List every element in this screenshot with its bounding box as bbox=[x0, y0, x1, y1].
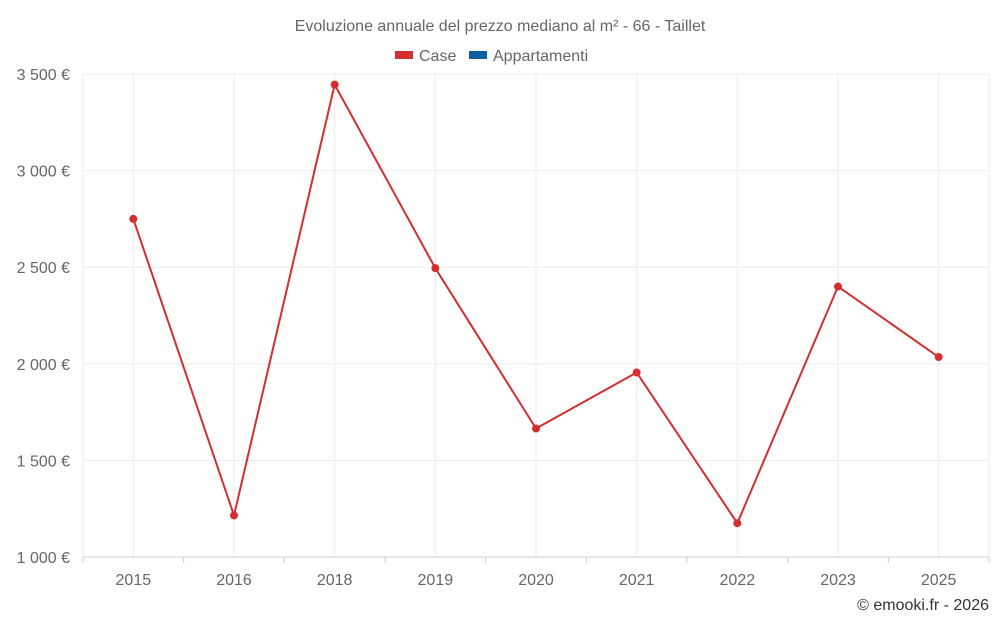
y-tick-label: 1 000 € bbox=[17, 550, 70, 567]
data-point-case[interactable] bbox=[129, 214, 138, 223]
legend-label-appartamenti: Appartamenti bbox=[493, 48, 588, 65]
data-point-case[interactable] bbox=[431, 264, 440, 273]
x-tick-label: 2019 bbox=[418, 572, 454, 589]
data-point-case[interactable] bbox=[532, 424, 540, 433]
data-point-case[interactable] bbox=[632, 368, 641, 377]
legend: Case Appartamenti bbox=[395, 48, 588, 65]
y-tick-label: 3 000 € bbox=[17, 164, 70, 181]
x-tick-label: 2022 bbox=[720, 572, 756, 589]
x-tick-label: 2015 bbox=[116, 572, 152, 589]
legend-swatch-appartamenti bbox=[469, 51, 487, 59]
chart-title: Evoluzione annuale del prezzo mediano al… bbox=[295, 18, 706, 35]
credit-text: © emooki.fr - 2026 bbox=[857, 597, 989, 614]
y-tick-label: 2 500 € bbox=[17, 260, 70, 277]
y-axis-ticks: 1 000 € 1 500 € 2 000 € 2 500 € 3 000 € 3 500… bbox=[17, 67, 70, 567]
grid bbox=[82, 73, 990, 557]
series-case bbox=[129, 80, 943, 528]
legend-item-case[interactable]: Case bbox=[395, 48, 456, 65]
data-point-case[interactable] bbox=[230, 511, 238, 520]
data-point-case[interactable] bbox=[834, 282, 842, 291]
data-point-case[interactable] bbox=[330, 80, 339, 89]
x-tick-label: 2023 bbox=[820, 572, 856, 589]
y-tick-label: 1 500 € bbox=[17, 453, 70, 470]
legend-item-appartamenti[interactable]: Appartamenti bbox=[469, 48, 588, 65]
x-tick-label: 2021 bbox=[619, 572, 655, 589]
data-point-case[interactable] bbox=[733, 519, 742, 528]
y-tick-label: 2 000 € bbox=[17, 357, 70, 374]
x-tick-label: 2018 bbox=[317, 572, 353, 589]
y-tick-label: 3 500 € bbox=[17, 67, 70, 84]
legend-label-case: Case bbox=[419, 48, 456, 65]
x-tick-label: 2016 bbox=[216, 572, 252, 589]
x-tick-label: 2025 bbox=[921, 572, 957, 589]
legend-swatch-case bbox=[395, 51, 413, 59]
data-point-case[interactable] bbox=[934, 353, 943, 362]
x-axis-ticks: 2015 2016 2018 2019 2020 2021 2022 2023 2025 bbox=[116, 572, 957, 589]
x-tick-label: 2020 bbox=[518, 572, 554, 589]
axes bbox=[82, 556, 990, 563]
